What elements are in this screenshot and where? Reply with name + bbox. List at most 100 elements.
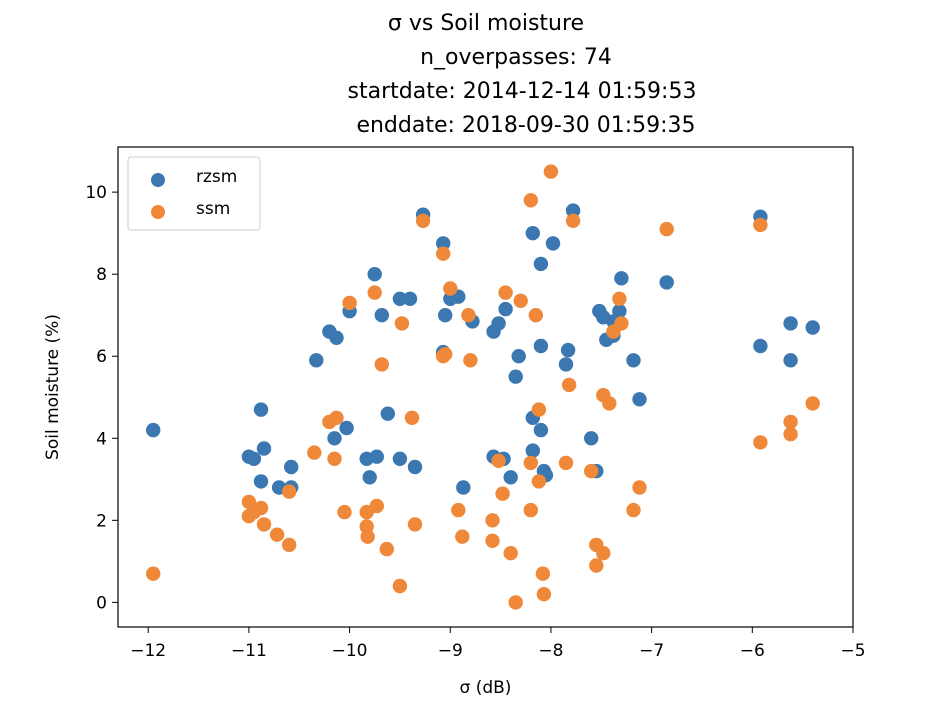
point-rzsm-41 <box>525 226 540 241</box>
point-ssm-54 <box>565 213 581 228</box>
chart-title: σ vs Soil moisture n_overpasses: 74 startd… <box>348 11 697 138</box>
point-rzsm-60 <box>612 303 627 319</box>
point-rzsm-31 <box>456 480 471 495</box>
point-ssm-14 <box>342 295 357 311</box>
point-ssm-8 <box>282 484 297 499</box>
point-ssm-47 <box>531 402 547 417</box>
point-rzsm-39 <box>508 369 523 384</box>
y-tick-label: 6 <box>96 347 107 367</box>
y-tick-label: 8 <box>96 265 107 285</box>
point-rzsm-68 <box>783 353 798 368</box>
title-line-2: startdate: 2014-12-14 01:59:53 <box>348 79 697 104</box>
title-line-0: σ vs Soil moisture <box>388 11 584 36</box>
point-rzsm-3 <box>253 402 269 417</box>
y-tick-label: 4 <box>96 429 107 449</box>
point-ssm-40 <box>503 546 518 561</box>
point-ssm-9 <box>307 445 322 460</box>
legend-marker-rzsm <box>151 173 165 187</box>
point-ssm-45 <box>523 502 538 518</box>
point-ssm-34 <box>463 353 478 368</box>
title-line-3: enddate: 2018-09-30 01:59:35 <box>356 113 695 138</box>
point-ssm-31 <box>451 502 466 518</box>
legend-marker-ssm <box>151 205 165 219</box>
point-ssm-38 <box>495 486 510 501</box>
point-rzsm-11 <box>329 330 344 345</box>
x-axis-label: σ (dB) <box>460 678 512 698</box>
point-rzsm-46 <box>533 422 549 438</box>
point-rzsm-66 <box>753 338 768 354</box>
x-tick-label: −12 <box>130 641 166 661</box>
point-ssm-4 <box>253 500 269 516</box>
point-rzsm-17 <box>369 449 384 464</box>
point-ssm-55 <box>584 463 599 479</box>
point-rzsm-22 <box>392 451 408 466</box>
x-tick-label: −8 <box>538 641 563 661</box>
point-ssm-32 <box>455 529 470 544</box>
point-rzsm-43 <box>525 443 540 458</box>
point-ssm-36 <box>485 533 500 548</box>
point-ssm-53 <box>561 377 577 393</box>
point-ssm-64 <box>626 502 641 518</box>
point-ssm-66 <box>659 221 674 237</box>
point-rzsm-21 <box>392 291 408 306</box>
legend: rzsm ssm <box>127 156 261 231</box>
point-ssm-46 <box>528 308 543 323</box>
point-rzsm-19 <box>374 308 389 323</box>
point-ssm-11 <box>329 410 344 425</box>
point-ssm-27 <box>436 246 451 261</box>
x-tick-label: −10 <box>332 641 368 661</box>
point-ssm-39 <box>498 285 513 300</box>
point-ssm-17 <box>360 529 375 544</box>
point-rzsm-26 <box>436 236 451 251</box>
point-rzsm-51 <box>558 357 574 372</box>
point-ssm-37 <box>491 453 506 468</box>
y-axis-ticks: 0 2 4 6 8 10 <box>85 183 118 613</box>
point-ssm-25 <box>407 517 423 532</box>
point-ssm-33 <box>461 308 476 323</box>
title-line-1: n_overpasses: 74 <box>420 45 612 70</box>
point-rzsm-63 <box>632 392 647 407</box>
point-rzsm-24 <box>407 459 423 475</box>
point-ssm-19 <box>369 498 384 514</box>
point-rzsm-52 <box>565 203 581 218</box>
point-ssm-49 <box>535 566 551 581</box>
point-rzsm-5 <box>253 474 269 489</box>
point-ssm-68 <box>753 435 768 450</box>
point-ssm-70 <box>783 427 798 442</box>
point-ssm-51 <box>543 164 559 179</box>
x-tick-label: −6 <box>740 641 765 661</box>
point-rzsm-15 <box>362 470 377 485</box>
point-ssm-48 <box>531 474 547 489</box>
y-tick-label: 10 <box>85 183 107 203</box>
point-ssm-26 <box>415 213 431 228</box>
point-rzsm-4 <box>256 441 272 456</box>
point-ssm-41 <box>508 595 523 610</box>
point-ssm-67 <box>753 217 768 233</box>
point-ssm-44 <box>523 455 538 471</box>
point-ssm-20 <box>374 357 389 372</box>
point-ssm-7 <box>282 537 297 553</box>
y-tick-label: 2 <box>96 511 107 531</box>
point-rzsm-53 <box>584 431 599 446</box>
point-ssm-42 <box>513 293 528 308</box>
plot-frame <box>117 146 854 628</box>
point-rzsm-61 <box>614 271 629 286</box>
point-rzsm-50 <box>560 342 576 358</box>
point-rzsm-35 <box>498 301 513 317</box>
point-ssm-5 <box>256 517 272 532</box>
point-ssm-29 <box>438 347 453 362</box>
point-rzsm-62 <box>626 353 641 368</box>
point-rzsm-2 <box>246 451 262 466</box>
y-tick-label: 0 <box>96 593 107 613</box>
point-ssm-13 <box>337 504 352 520</box>
point-ssm-23 <box>394 316 410 331</box>
point-rzsm-9 <box>309 353 324 368</box>
point-rzsm-0 <box>146 422 161 438</box>
point-ssm-12 <box>327 451 342 466</box>
point-ssm-35 <box>485 513 500 528</box>
point-rzsm-38 <box>503 470 518 485</box>
point-ssm-18 <box>367 285 382 300</box>
point-ssm-21 <box>379 541 394 557</box>
x-axis-ticks: −12 −11 −10 −9 −8 −7 −6 −5 <box>130 627 866 661</box>
